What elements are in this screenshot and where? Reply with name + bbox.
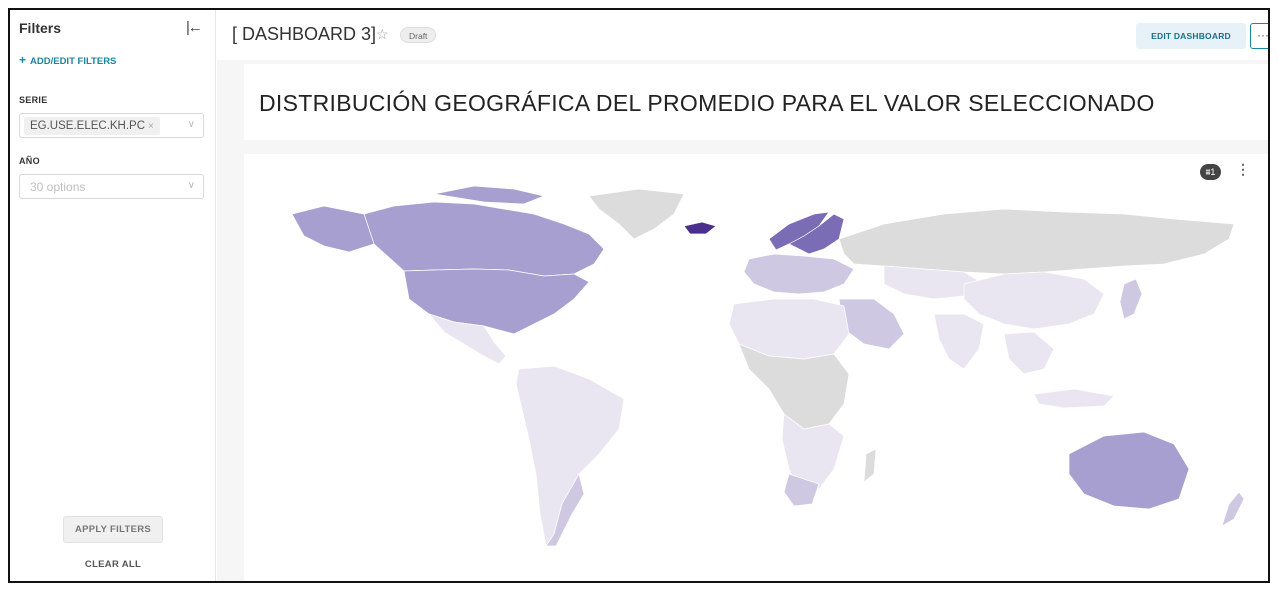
country-central-africa xyxy=(738,343,850,430)
country-iceland xyxy=(683,221,717,235)
filter-label-serie: SERIE xyxy=(19,95,48,105)
favorite-star-icon[interactable]: ☆ xyxy=(376,26,389,42)
country-china xyxy=(963,271,1105,330)
filter-icon: ⩩ xyxy=(1205,167,1211,177)
chevron-down-icon: ∨ xyxy=(187,119,195,130)
country-russia xyxy=(838,208,1235,275)
remove-tag-icon[interactable]: × xyxy=(148,121,154,132)
header-card: DISTRIBUCIÓN GEOGRÁFICA DEL PROMEDIO PAR… xyxy=(244,64,1268,140)
country-india xyxy=(933,313,985,370)
plus-icon: + xyxy=(19,53,27,67)
country-madagascar xyxy=(863,448,877,483)
filter-count: 1 xyxy=(1210,167,1216,177)
sidebar-title: Filters xyxy=(19,20,62,36)
collapse-sidebar-icon[interactable]: |← xyxy=(186,19,203,36)
ano-select[interactable]: 30 options ∨ xyxy=(19,174,204,199)
filter-count-badge[interactable]: ⩩1 xyxy=(1200,164,1221,180)
dashboard-title: [ DASHBOARD 3] xyxy=(232,24,377,44)
country-arctic-islands xyxy=(433,185,546,205)
status-badge[interactable]: Draft xyxy=(400,27,437,43)
chart-heading: DISTRIBUCIÓN GEOGRÁFICA DEL PROMEDIO PAR… xyxy=(259,90,1155,116)
world-map-card: ⩩1 ⋮ xyxy=(244,154,1268,581)
filters-sidebar: Filters |← + ADD/EDIT FILTERS SERIE EG.US… xyxy=(10,10,216,581)
country-south-africa xyxy=(783,473,820,507)
country-south-america xyxy=(515,365,625,547)
country-japan xyxy=(1119,278,1143,320)
country-southern-africa xyxy=(781,413,845,493)
chevron-down-icon: ∨ xyxy=(187,180,195,191)
more-options-button[interactable]: ··· xyxy=(1250,23,1268,49)
country-southern-cone xyxy=(545,473,585,547)
world-map[interactable] xyxy=(244,174,1254,583)
selected-tag-label: EG.USE.ELEC.KH.PC xyxy=(30,120,146,132)
country-europe xyxy=(743,253,855,295)
chart-menu-icon[interactable]: ⋮ xyxy=(1236,161,1250,177)
app-window: Filters |← + ADD/EDIT FILTERS SERIE EG.US… xyxy=(8,8,1270,583)
country-australia xyxy=(1068,431,1190,510)
filter-label-ano: AÑO xyxy=(19,156,40,166)
country-greenland xyxy=(588,188,685,240)
add-filters-label: ADD/EDIT FILTERS xyxy=(30,56,117,67)
country-canada xyxy=(363,201,605,277)
dashboard-header: [ DASHBOARD 3] ☆ Draft EDIT DASHBOARD ··… xyxy=(217,10,1268,60)
apply-filters-button[interactable]: APPLY FILTERS xyxy=(63,516,163,543)
edit-dashboard-button[interactable]: EDIT DASHBOARD xyxy=(1136,23,1246,49)
country-southeast-asia xyxy=(1003,331,1055,375)
country-usa xyxy=(403,268,590,335)
add-edit-filters-link[interactable]: + ADD/EDIT FILTERS xyxy=(19,53,116,67)
dashboard-content: DISTRIBUCIÓN GEOGRÁFICA DEL PROMEDIO PAR… xyxy=(217,60,1268,581)
country-sweden-finland xyxy=(788,213,845,255)
serie-select[interactable]: EG.USE.ELEC.KH.PC × ∨ xyxy=(19,113,204,138)
country-mexico xyxy=(427,313,507,365)
country-middle-east xyxy=(838,298,905,350)
country-new-zealand xyxy=(1221,491,1245,527)
country-indonesia xyxy=(1033,388,1115,409)
ano-placeholder: 30 options xyxy=(30,180,86,194)
clear-all-button[interactable]: CLEAR ALL xyxy=(84,559,142,570)
selected-tag: EG.USE.ELEC.KH.PC × xyxy=(24,117,160,135)
country-alaska xyxy=(291,205,375,253)
